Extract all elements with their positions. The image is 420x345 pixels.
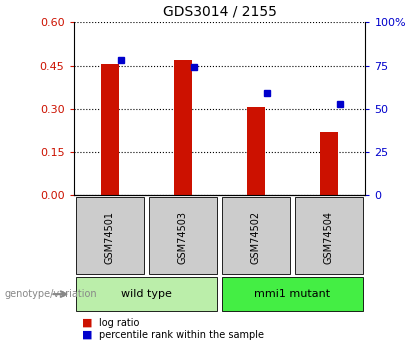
Bar — [174, 60, 192, 195]
Bar — [149, 197, 217, 274]
Bar — [320, 132, 338, 195]
Title: GDS3014 / 2155: GDS3014 / 2155 — [163, 4, 276, 19]
Bar — [295, 197, 363, 274]
Text: GSM74504: GSM74504 — [324, 211, 334, 264]
Bar — [76, 197, 144, 274]
Text: percentile rank within the sample: percentile rank within the sample — [99, 330, 264, 339]
Text: genotype/variation: genotype/variation — [4, 289, 97, 299]
Bar — [222, 277, 363, 311]
Text: GSM74503: GSM74503 — [178, 211, 188, 264]
Text: mmi1 mutant: mmi1 mutant — [255, 289, 331, 299]
Text: ■: ■ — [82, 318, 92, 327]
Text: GSM74502: GSM74502 — [251, 211, 261, 264]
Bar — [247, 107, 265, 195]
Text: wild type: wild type — [121, 289, 172, 299]
Bar — [222, 197, 290, 274]
Bar — [76, 277, 217, 311]
Text: ■: ■ — [82, 330, 92, 339]
Bar — [101, 64, 119, 195]
Text: log ratio: log ratio — [99, 318, 139, 327]
Text: GSM74501: GSM74501 — [105, 211, 115, 264]
